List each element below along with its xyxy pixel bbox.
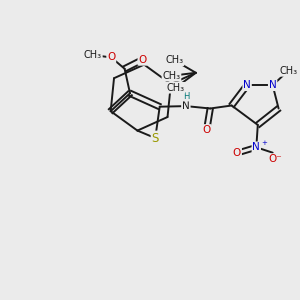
- Text: CH₃: CH₃: [162, 71, 181, 81]
- Text: N: N: [269, 80, 277, 90]
- Text: CH₃: CH₃: [279, 66, 297, 76]
- Text: S: S: [152, 132, 159, 145]
- Text: O⁻: O⁻: [268, 154, 282, 164]
- Text: O: O: [202, 125, 211, 135]
- Text: O: O: [233, 148, 241, 158]
- Text: N: N: [182, 101, 190, 111]
- Text: O: O: [107, 52, 116, 62]
- Text: CH₃: CH₃: [167, 83, 185, 93]
- Text: N: N: [243, 80, 251, 90]
- Text: +: +: [262, 140, 268, 146]
- Text: H: H: [183, 92, 190, 101]
- Text: CH₃: CH₃: [84, 50, 102, 60]
- Text: CH₃: CH₃: [165, 55, 184, 65]
- Text: O: O: [138, 55, 147, 65]
- Text: N: N: [252, 142, 260, 152]
